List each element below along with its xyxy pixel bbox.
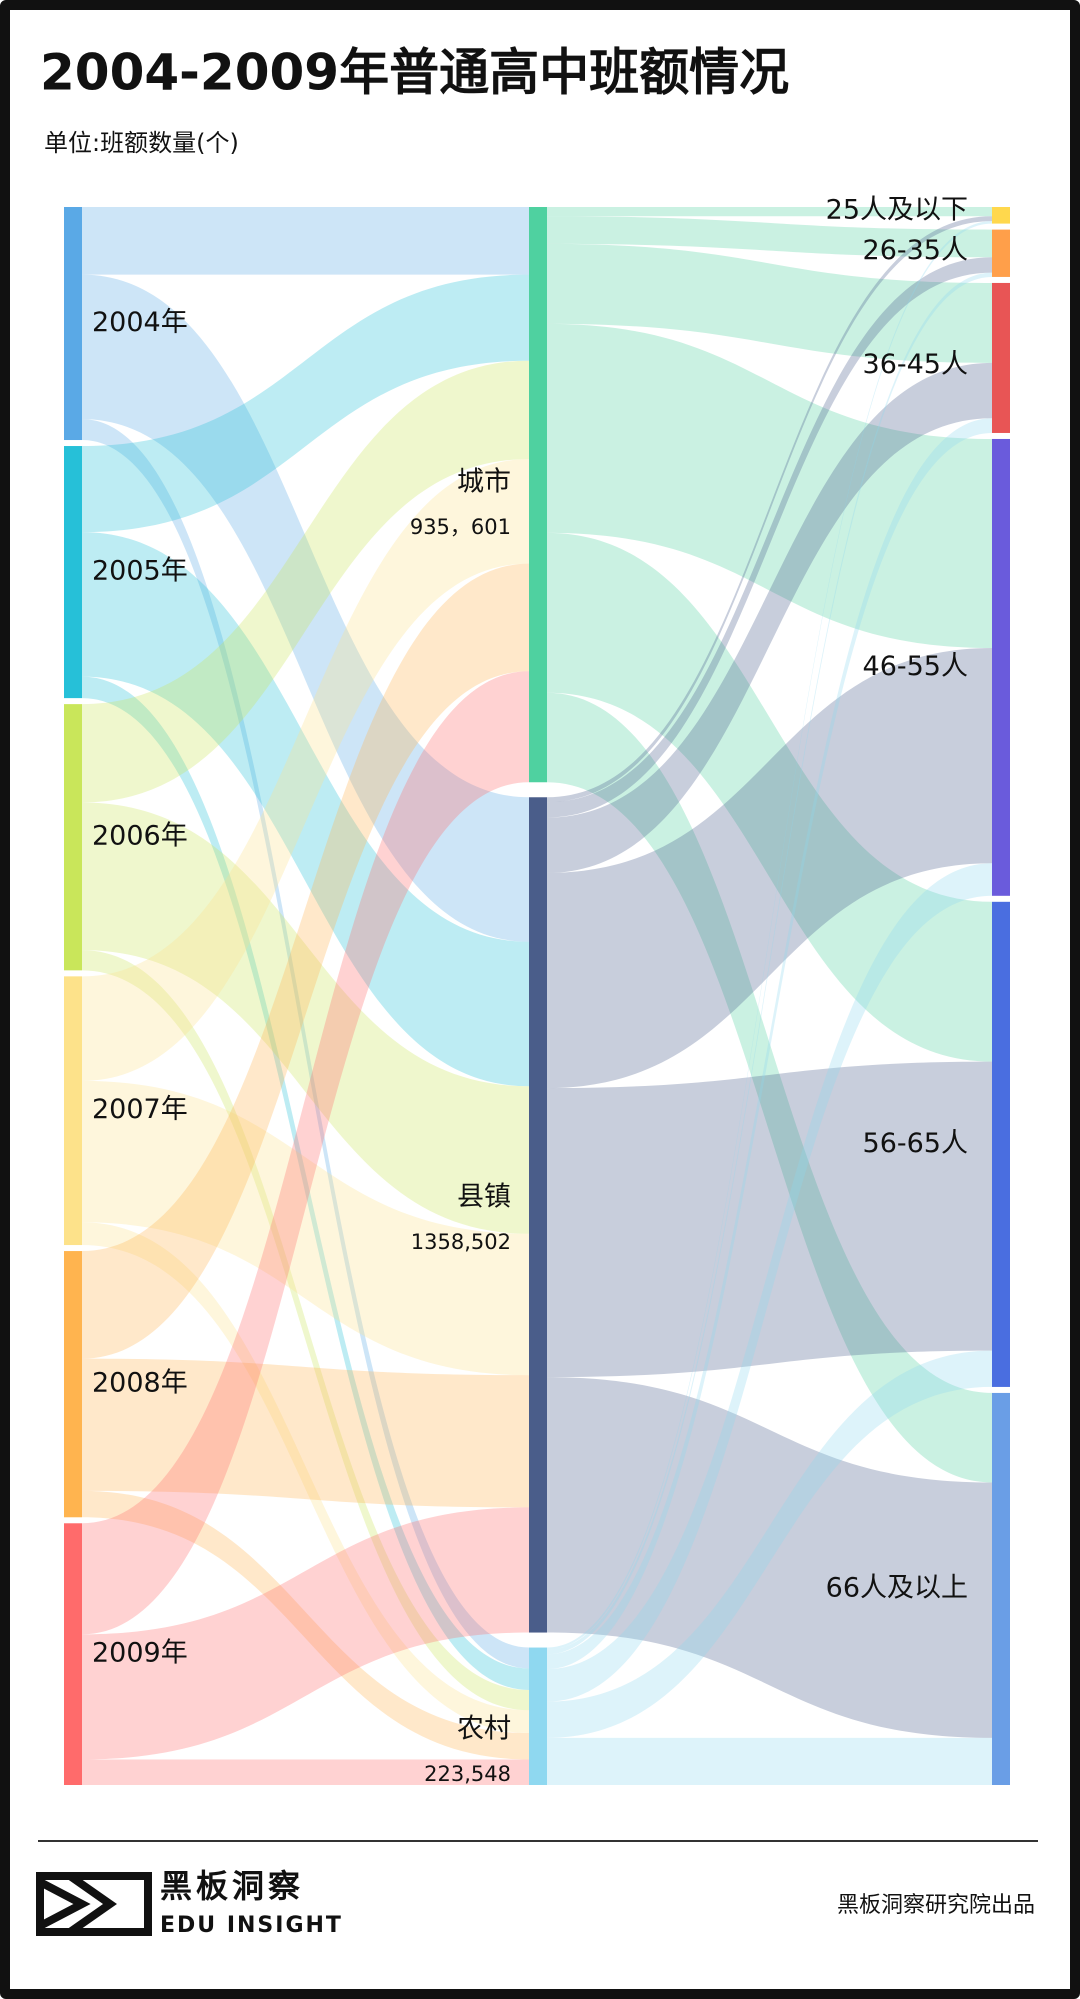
link [547,207,992,217]
logo-icon [36,1872,152,1936]
year-node [64,704,82,971]
year-label: 2006年 [92,821,188,852]
size-label: 46-55人 [863,651,968,682]
link [82,1490,529,1760]
link [547,362,992,873]
link [547,692,992,1483]
size-node [992,282,1010,433]
size-node [992,229,1010,277]
size-node [992,1392,1010,1785]
link [547,216,992,258]
chart-subtitle: 单位:班额数量(个) [44,129,239,157]
size-label: 56-65人 [863,1128,968,1159]
links [82,207,992,1785]
size-node [992,207,1010,224]
link [82,207,529,275]
year-label: 2005年 [92,556,188,587]
link [82,802,529,1234]
size-label: 25人及以下 [826,195,968,226]
area-value: 1358,502 [411,1230,511,1254]
link [82,1507,529,1760]
link [547,1350,992,1738]
year-node [64,976,82,1246]
year-node [64,1251,82,1518]
brand: 黑板洞察 [160,1867,304,1905]
year-label: 2004年 [92,307,188,338]
link [547,272,992,1655]
link [82,1222,529,1734]
size-label: 36-45人 [863,349,968,380]
link [82,563,529,1359]
area-node [529,1647,547,1785]
link [82,274,529,942]
link [82,950,529,1711]
year-label: 2008年 [92,1368,188,1399]
link [547,532,992,1062]
year-label: 2007年 [92,1094,188,1125]
link [547,1061,992,1378]
chart-title: 2004-2009年普通高中班额情况 [40,44,789,102]
link [82,360,529,803]
link [82,274,529,533]
link [547,216,992,803]
link [82,1080,529,1376]
size-label: 26-35人 [863,235,968,266]
link [547,323,992,649]
link [547,257,992,818]
chart: 2004-2009年普通高中班额情况 单位:班额数量(个) 黑板洞察 EDU I… [36,44,1038,1938]
area-value: 223,548 [424,1762,511,1786]
year-node [64,1523,82,1785]
link [547,1737,992,1785]
link [82,676,529,1690]
link [82,1759,529,1785]
area-label: 农村 [457,1714,511,1745]
year-label: 2009年 [92,1638,188,1669]
link [547,863,992,1702]
size-node [992,901,1010,1387]
link [547,1377,992,1738]
brand-en: EDU INSIGHT [160,1913,343,1938]
year-node [64,207,82,441]
link [547,648,992,1089]
link [82,1358,529,1508]
size-label: 66人及以上 [826,1572,968,1603]
area-node [529,797,547,1633]
link [82,671,529,1635]
link [82,532,529,1087]
year-node [64,446,82,699]
area-label: 县镇 [457,1182,511,1213]
link [547,418,992,1670]
area-label: 城市 [457,467,511,498]
link [547,221,992,1651]
area-value: 935，601 [410,515,511,539]
link [547,243,992,363]
credit: 黑板洞察研究院出品 [837,1893,1035,1918]
link [82,419,529,1669]
area-node [529,207,547,783]
link [82,459,529,1081]
size-node [992,438,1010,896]
